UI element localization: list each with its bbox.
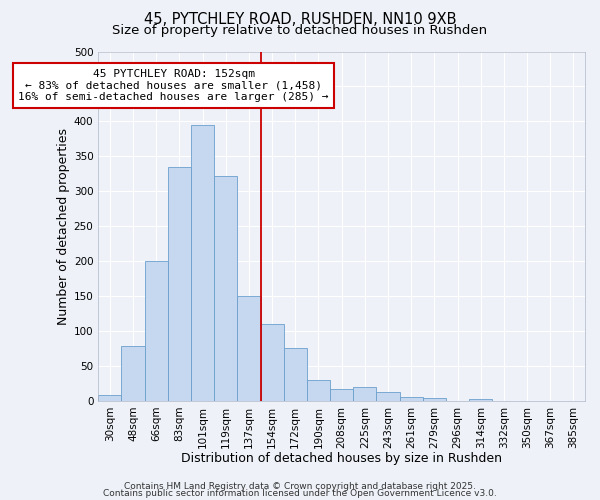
Bar [168, 167, 191, 401]
Y-axis label: Number of detached properties: Number of detached properties [56, 128, 70, 324]
Text: Contains HM Land Registry data © Crown copyright and database right 2025.: Contains HM Land Registry data © Crown c… [124, 482, 476, 491]
Text: 45 PYTCHLEY ROAD: 152sqm
← 83% of detached houses are smaller (1,458)
16% of sem: 45 PYTCHLEY ROAD: 152sqm ← 83% of detach… [19, 69, 329, 102]
Bar [98, 396, 121, 401]
Bar [423, 398, 446, 401]
Text: Contains public sector information licensed under the Open Government Licence v3: Contains public sector information licen… [103, 490, 497, 498]
Bar [121, 346, 145, 401]
Bar [353, 387, 376, 401]
Bar [469, 400, 492, 401]
Bar [376, 392, 400, 401]
Bar [284, 348, 307, 401]
Bar [330, 389, 353, 401]
X-axis label: Distribution of detached houses by size in Rushden: Distribution of detached houses by size … [181, 452, 502, 465]
Bar [307, 380, 330, 401]
Bar [260, 324, 284, 401]
Text: Size of property relative to detached houses in Rushden: Size of property relative to detached ho… [112, 24, 488, 37]
Bar [238, 296, 260, 401]
Bar [191, 125, 214, 401]
Bar [214, 176, 238, 401]
Bar [145, 261, 168, 401]
Bar [400, 398, 423, 401]
Text: 45, PYTCHLEY ROAD, RUSHDEN, NN10 9XB: 45, PYTCHLEY ROAD, RUSHDEN, NN10 9XB [144, 12, 456, 28]
